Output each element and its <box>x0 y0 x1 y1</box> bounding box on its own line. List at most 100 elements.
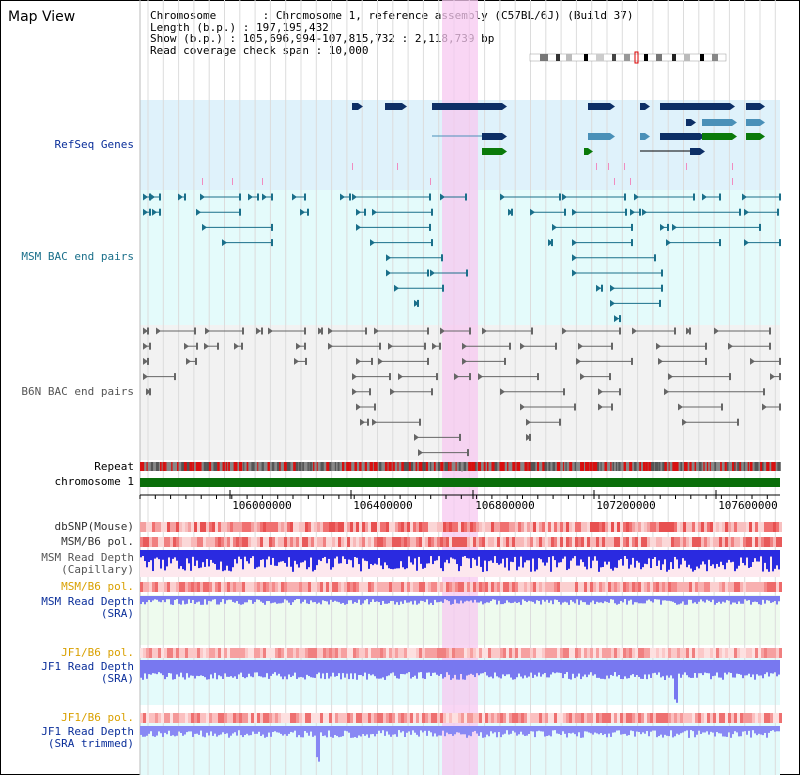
msm-depth-sra <box>614 596 616 604</box>
msm-depth-capillary <box>472 550 474 559</box>
msm-depth-sra <box>732 596 734 603</box>
jf1-pol-heat-1 <box>317 648 320 658</box>
jf1-depth-sra <box>390 660 392 674</box>
dbsnp-heat <box>413 522 416 532</box>
msm-depth-sra <box>426 596 428 600</box>
jf1-pol-heat-1 <box>254 648 257 658</box>
jf1-depth-sra <box>724 660 726 673</box>
jf1-pol-heat-2 <box>674 713 677 723</box>
msm-pol-heat-1 <box>644 537 647 547</box>
dbsnp-heat <box>440 522 443 532</box>
msm-pol-heat-2 <box>149 582 152 592</box>
jf1-pol-heat-1 <box>284 648 287 658</box>
msm-depth-sra <box>568 596 570 605</box>
repeat-segment <box>468 462 472 471</box>
msm-pol-heat-1 <box>434 537 437 547</box>
jf1-pol-heat-1 <box>743 648 746 658</box>
msm-pol-heat-1 <box>779 537 782 547</box>
jf1-depth-trim <box>448 726 450 735</box>
repeat-segment <box>463 462 467 471</box>
jf1-pol-heat-2 <box>488 713 491 723</box>
msm-depth-capillary <box>236 550 238 564</box>
msm-depth-sra <box>254 596 256 603</box>
msm-pol-heat-2 <box>566 582 569 592</box>
b6n-bac-pair-end <box>427 327 429 335</box>
track-label-msm-bac[interactable]: MSM BAC end pairs <box>21 250 134 263</box>
dbsnp-heat <box>191 522 194 532</box>
track-label-chromosome: chromosome 1 <box>54 475 134 488</box>
msm-pol-heat-1 <box>422 537 425 547</box>
msm-pol-heat-2 <box>572 582 575 592</box>
track-label-refseq[interactable]: RefSeq Genes <box>54 138 134 151</box>
b6n-bac-pair-end <box>356 357 361 365</box>
jf1-pol-heat-1 <box>695 648 698 658</box>
msm-depth-capillary <box>506 550 508 558</box>
msm-depth-capillary <box>654 550 656 558</box>
jf1-depth-sra <box>450 660 452 680</box>
msm-pol-heat-2 <box>536 582 539 592</box>
jf1-depth-trim <box>510 726 512 734</box>
msm-depth-capillary <box>344 550 346 560</box>
jf1-depth-sra <box>546 660 548 678</box>
jf1-depth-sra <box>296 660 298 679</box>
msm-pol-heat-1 <box>617 537 620 547</box>
refseq-gene-arrow <box>502 103 507 110</box>
jf1-depth-trim <box>376 726 378 734</box>
jf1-pol-heat-1 <box>551 648 554 658</box>
jf1-pol-heat-1 <box>389 648 392 658</box>
msm-pol-heat-1 <box>647 537 650 547</box>
dbsnp-heat <box>581 522 584 532</box>
repeat-segment <box>771 462 776 471</box>
dbsnp-heat <box>755 522 758 532</box>
msm-depth-capillary <box>764 550 766 563</box>
b6n-bac-pair-end <box>779 357 781 365</box>
msm-depth-capillary <box>446 550 448 560</box>
repeat-segment <box>334 462 337 471</box>
msm-pol-heat-2 <box>521 582 524 592</box>
msm-pol-heat-2 <box>260 582 263 592</box>
jf1-pol-heat-1 <box>245 648 248 658</box>
axis-tick-label: 106000000 <box>232 499 292 512</box>
jf1-depth-trim <box>388 726 390 735</box>
dbsnp-heat <box>512 522 515 532</box>
msm-depth-sra <box>144 596 146 605</box>
ideogram-band <box>556 54 560 61</box>
msm-depth-capillary <box>170 550 172 564</box>
jf1-pol-heat-2 <box>602 713 605 723</box>
repeat-segment <box>720 462 722 471</box>
jf1-pol-heat-2 <box>359 713 362 723</box>
jf1-depth-trim <box>182 726 184 736</box>
msm-depth-sra <box>284 596 286 600</box>
msm-pol-heat-1 <box>188 537 191 547</box>
jf1-pol-heat-1 <box>626 648 629 658</box>
msm-pol-heat-2 <box>515 582 518 592</box>
msm-depth-sra <box>348 596 350 601</box>
jf1-depth-trim <box>336 726 338 736</box>
msm-pol-heat-2 <box>335 582 338 592</box>
jf1-pol-heat-2 <box>428 713 431 723</box>
track-label-b6n-bac[interactable]: B6N BAC end pairs <box>21 385 134 398</box>
jf1-pol-heat-1 <box>599 648 602 658</box>
dbsnp-heat <box>344 522 347 532</box>
msm-pol-heat-1 <box>296 537 299 547</box>
msm-pol-heat-1 <box>416 537 419 547</box>
msm-depth-sra <box>550 596 552 601</box>
jf1-depth-sra <box>560 660 562 673</box>
msm-depth-sra <box>608 596 610 603</box>
jf1-pol-heat-2 <box>323 713 326 723</box>
msm-pol-heat-2 <box>611 582 614 592</box>
msm-depth-capillary <box>280 550 282 562</box>
msm-bac-pair-end <box>292 193 297 201</box>
repeat-segment <box>604 462 608 471</box>
msm-depth-capillary <box>546 550 548 563</box>
msm-pol-heat-1 <box>683 537 686 547</box>
jf1-depth-sra <box>660 660 662 678</box>
jf1-depth-trim <box>678 726 680 735</box>
msm-pol-heat-2 <box>485 582 488 592</box>
msm-depth-capillary <box>770 550 772 557</box>
jf1-depth-trim <box>770 726 772 732</box>
jf1-depth-sra <box>304 660 306 680</box>
msm-depth-sra <box>684 596 686 605</box>
dbsnp-heat <box>641 522 644 532</box>
